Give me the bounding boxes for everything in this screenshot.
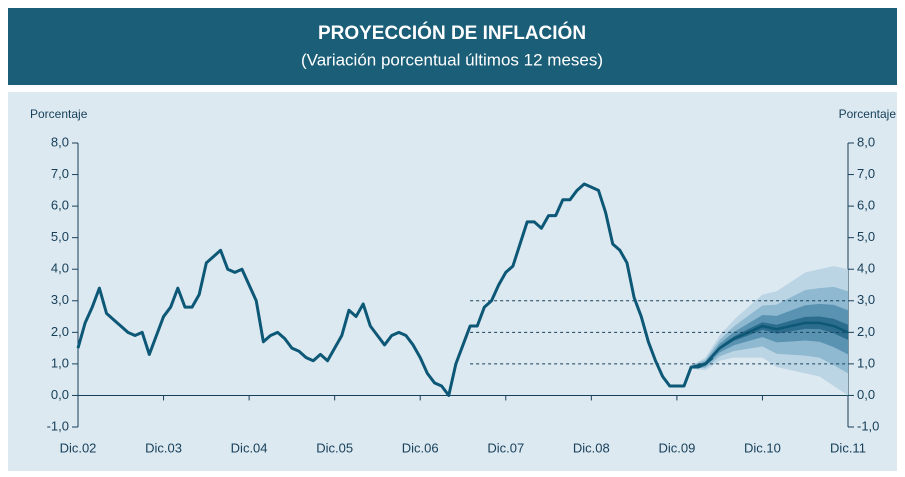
y-tick-label: -1,0 xyxy=(47,418,69,433)
x-tick-label: Dic.03 xyxy=(145,440,182,455)
y-tick-label: 5,0 xyxy=(51,229,69,244)
x-tick-label: Dic.09 xyxy=(658,440,695,455)
inflation-line xyxy=(76,182,714,397)
y-tick-label: 7,0 xyxy=(51,166,69,181)
x-tick-label: Dic.06 xyxy=(402,440,439,455)
y-tick-label: 6,0 xyxy=(857,198,875,213)
projection-line xyxy=(690,321,849,369)
x-tick-label: Dic.10 xyxy=(744,440,781,455)
y-tick-label: 8,0 xyxy=(857,134,875,149)
y-tick-label: 8,0 xyxy=(51,134,69,149)
chart-subtitle: (Variación porcentual últimos 12 meses) xyxy=(301,50,603,69)
y-tick-label: 7,0 xyxy=(857,166,875,181)
x-tick-label: Dic.02 xyxy=(60,440,97,455)
y-tick-label: 1,0 xyxy=(51,355,69,370)
y-tick-label: 5,0 xyxy=(857,229,875,244)
y-tick-label: 0,0 xyxy=(51,387,69,402)
x-tick-label: Dic.08 xyxy=(573,440,610,455)
y-tick-label: 2,0 xyxy=(51,324,69,339)
y-axis-label: Porcentaje xyxy=(30,107,88,121)
x-tick-label: Dic.04 xyxy=(231,440,268,455)
header xyxy=(8,8,897,85)
y-axis-label: Porcentaje xyxy=(839,107,897,121)
y-tick-label: 6,0 xyxy=(51,198,69,213)
y-tick-label: 1,0 xyxy=(857,355,875,370)
y-tick-label: 3,0 xyxy=(857,292,875,307)
plot-background xyxy=(8,92,897,471)
x-tick-label: Dic.11 xyxy=(830,440,866,455)
x-tick-label: Dic.07 xyxy=(487,440,524,455)
chart-title: PROYECCIÓN DE INFLACIÓN xyxy=(318,22,586,44)
y-tick-label: 4,0 xyxy=(857,261,875,276)
y-tick-label: 2,0 xyxy=(857,324,875,339)
x-tick-label: Dic.05 xyxy=(316,440,353,455)
y-tick-label: -1,0 xyxy=(857,418,879,433)
y-tick-label: 4,0 xyxy=(51,261,69,276)
y-tick-label: 0,0 xyxy=(857,387,875,402)
y-tick-label: 3,0 xyxy=(51,292,69,307)
